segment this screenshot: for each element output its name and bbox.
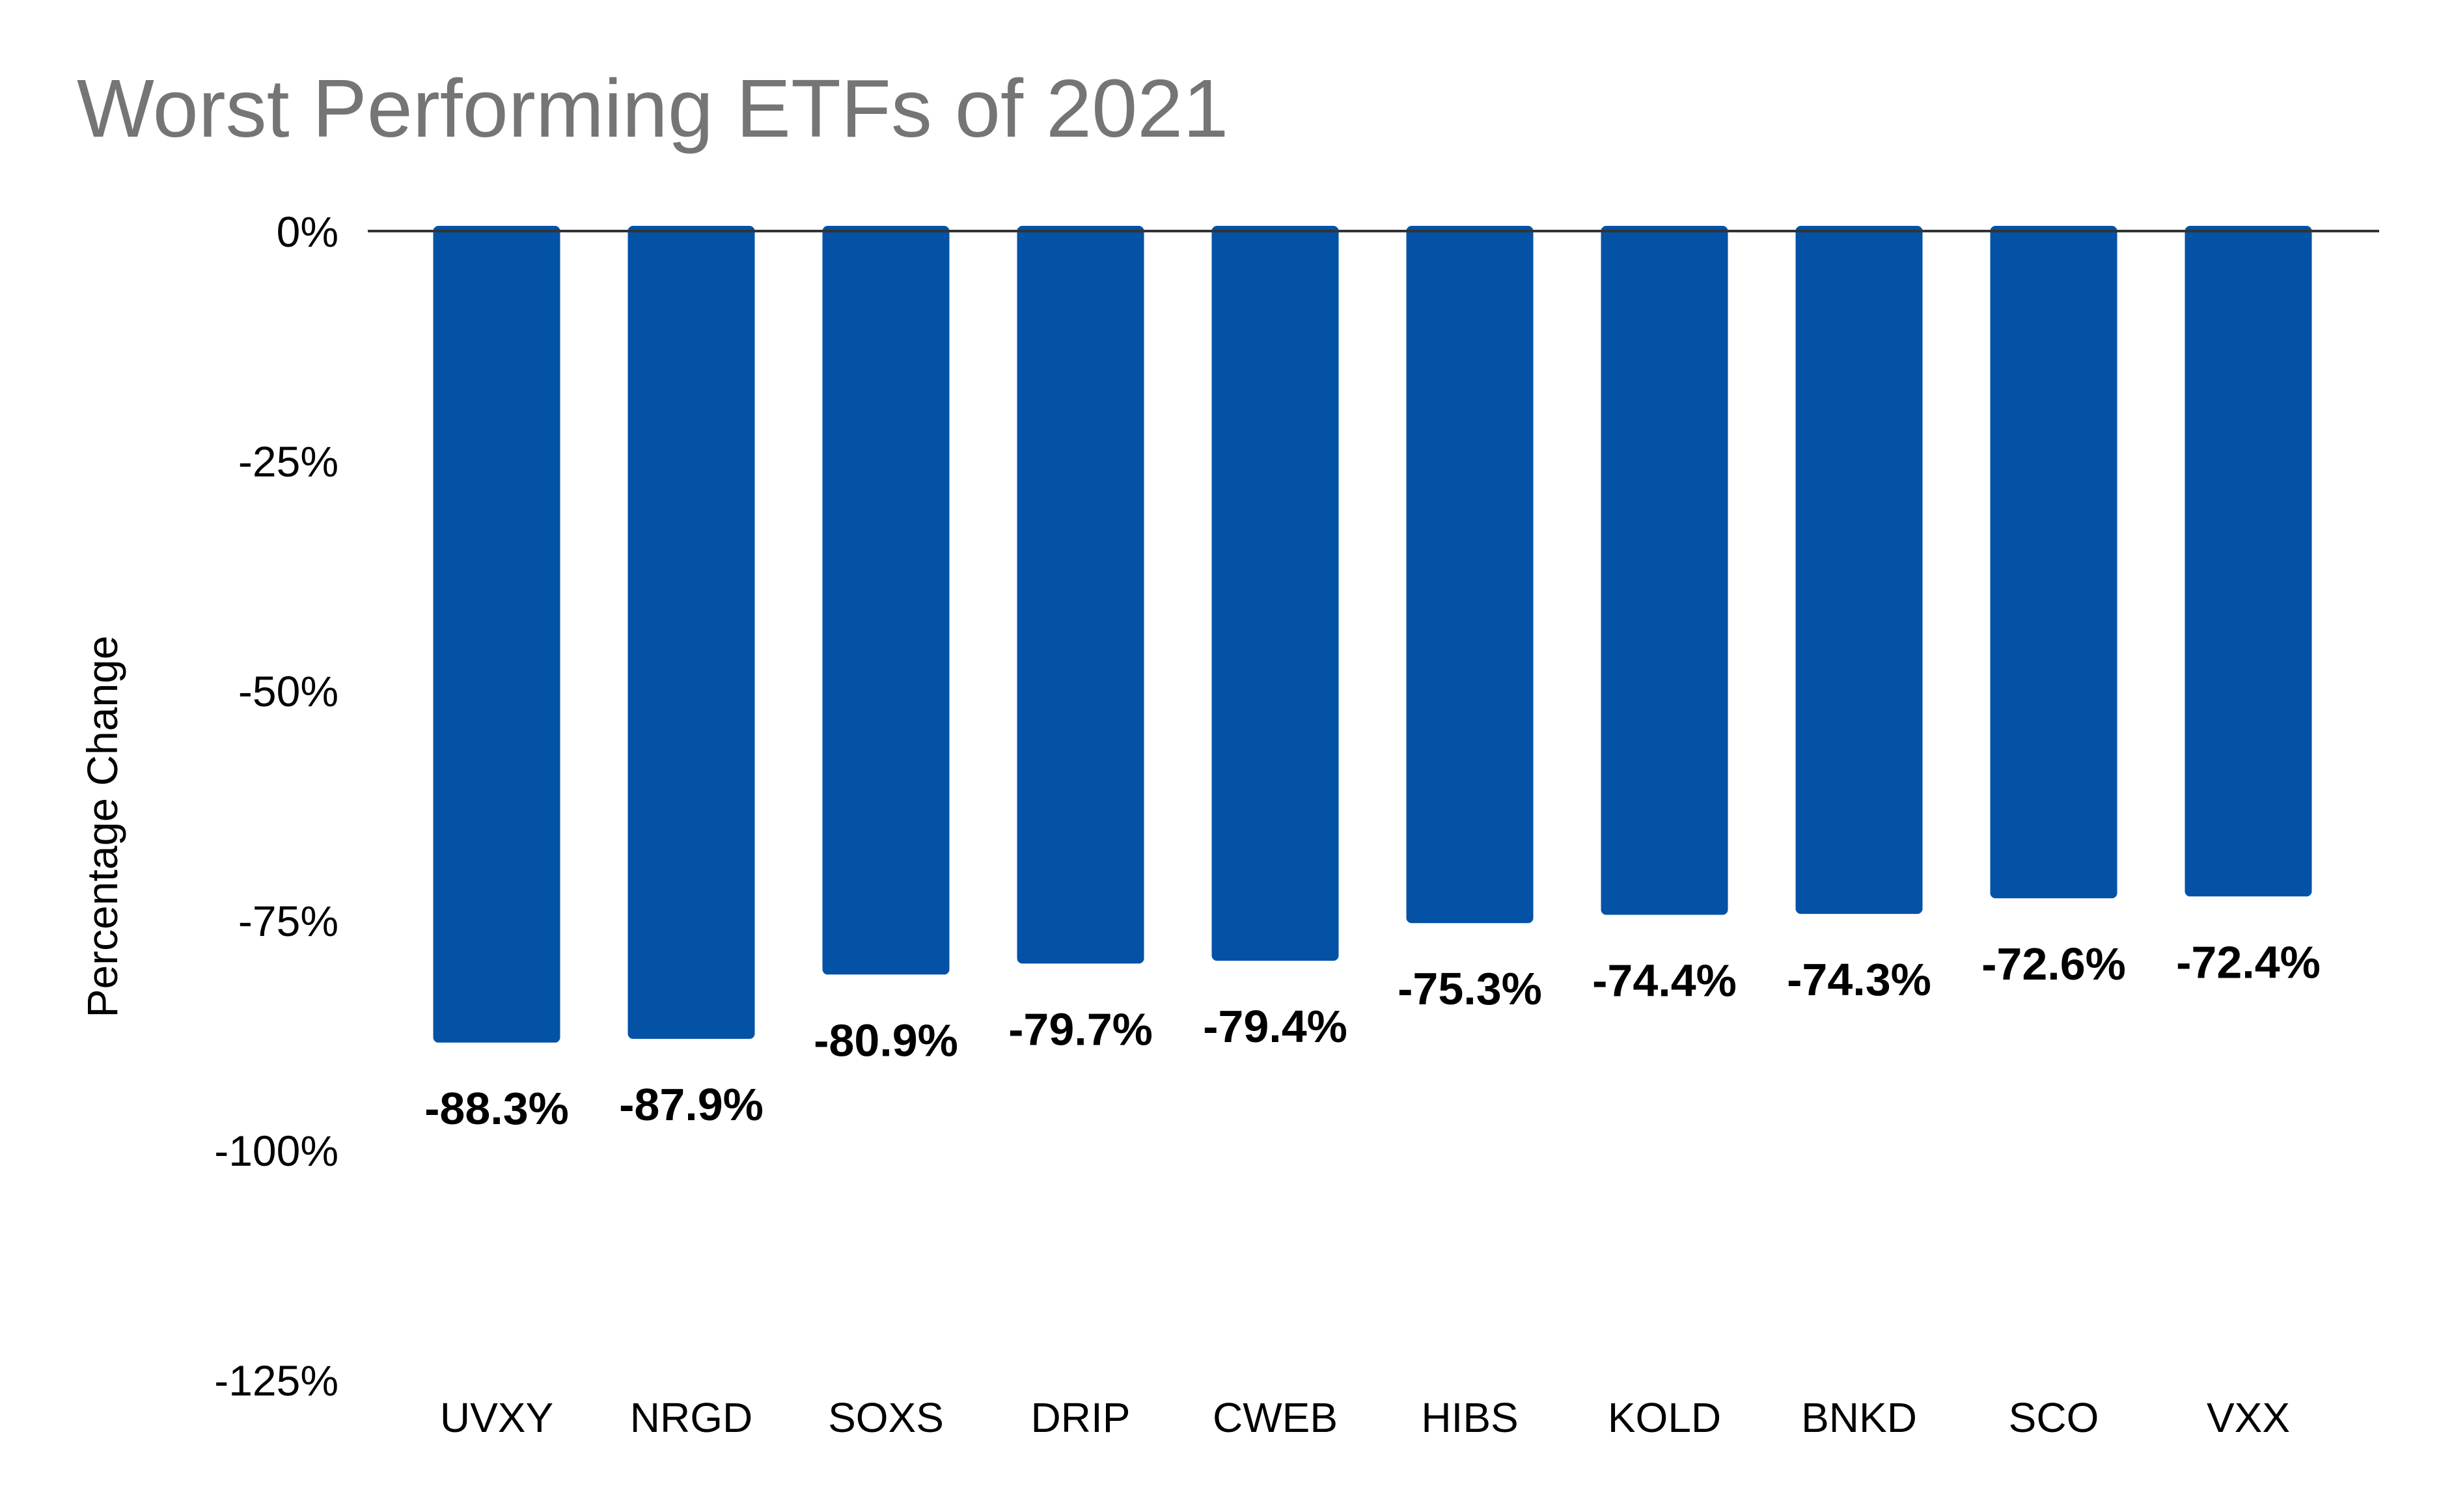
bar (1017, 226, 1144, 964)
bar (2185, 226, 2312, 897)
bar (1211, 226, 1339, 961)
x-tick-label: CWEB (1213, 1394, 1338, 1441)
x-tick-label: NRGD (630, 1394, 752, 1441)
y-axis-label: Percentage Change (78, 635, 126, 1017)
x-tick-label: KOLD (1608, 1394, 1721, 1441)
bar (627, 226, 755, 1039)
x-tick-label: VXX (2207, 1394, 2290, 1441)
bar (1406, 226, 1534, 924)
y-tick-label: -100% (214, 1127, 338, 1175)
x-tick-label: BNKD (1801, 1394, 1917, 1441)
data-label: -88.3% (424, 1083, 569, 1134)
bar (433, 226, 560, 1043)
y-tick-label: 0% (277, 208, 338, 256)
data-label: -72.6% (1981, 939, 2126, 989)
data-label: -87.9% (619, 1079, 764, 1130)
y-tick-label: -25% (238, 437, 338, 486)
data-label: -74.4% (1592, 955, 1737, 1006)
bars-group (433, 226, 2312, 1043)
y-tick-label: -125% (214, 1356, 338, 1405)
data-label: -79.4% (1203, 1001, 1347, 1052)
y-tick-label: -75% (238, 897, 338, 945)
bar (1601, 226, 1728, 915)
x-tick-label: UVXY (440, 1394, 553, 1441)
data-labels-group: -88.3% -87.9% -80.9% -79.7% -79.4% -75.3% -74.… (424, 937, 2321, 1134)
x-axis-ticks: UVXY NRGD SOXS DRIP CWEB HIBS KOLD BNKD SCO VXX (440, 1394, 2290, 1441)
bar (1795, 226, 1923, 914)
data-label: -80.9% (814, 1015, 958, 1065)
data-label: -74.3% (1787, 954, 1931, 1005)
bar (1990, 226, 2117, 899)
data-label: -75.3% (1398, 963, 1542, 1014)
data-label: -79.7% (1008, 1004, 1153, 1054)
y-tick-label: -50% (238, 667, 338, 715)
x-tick-label: HIBS (1421, 1394, 1518, 1441)
data-label: -72.4% (2176, 937, 2321, 987)
x-tick-label: SOXS (828, 1394, 944, 1441)
bar (822, 226, 950, 975)
x-tick-label: DRIP (1031, 1394, 1131, 1441)
y-axis-ticks: 0% -25% -50% -75% -100% -125% (214, 208, 338, 1405)
x-tick-label: SCO (2009, 1394, 2099, 1441)
chart-title: Worst Performing ETFs of 2021 (77, 62, 1228, 154)
